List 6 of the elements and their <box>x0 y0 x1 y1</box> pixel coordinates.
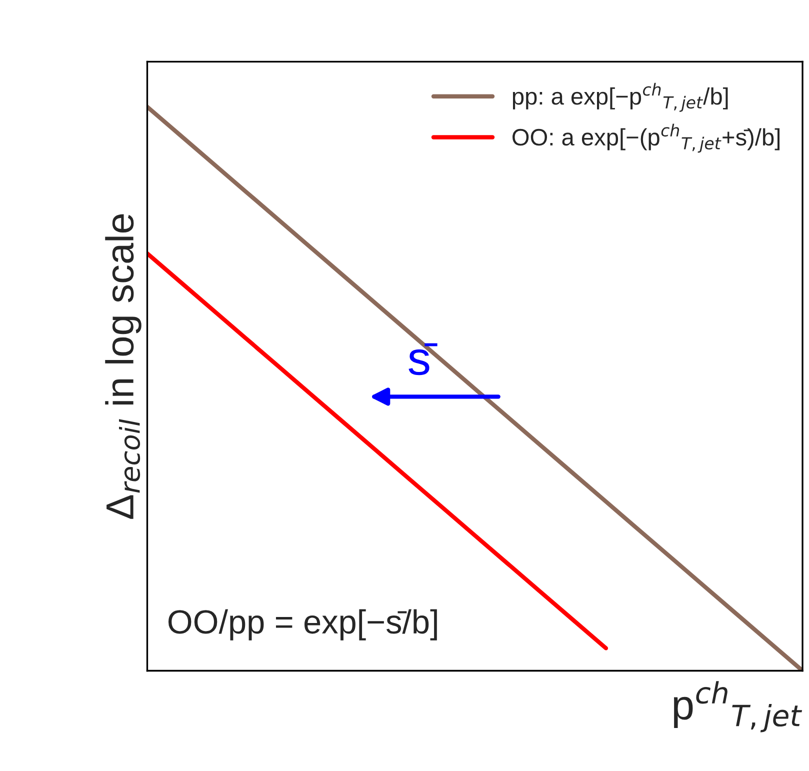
annotation: s̄ <box>408 343 438 376</box>
annotation: OO/pp = exp[−s̄/b] <box>168 609 437 640</box>
y-axis-title: Δ$_{recoil}$ in log scale <box>105 214 142 519</box>
x-axis-title: p$^{ch}$$_{T,jet}$ <box>674 681 802 732</box>
legend-label: OO: a exp[−(p$^{ch}$$_{T,jet}$+s̄)/b] <box>512 124 780 153</box>
legend-label: pp: a exp[−p$^{ch}$$_{T,jet}$/b] <box>512 82 728 112</box>
